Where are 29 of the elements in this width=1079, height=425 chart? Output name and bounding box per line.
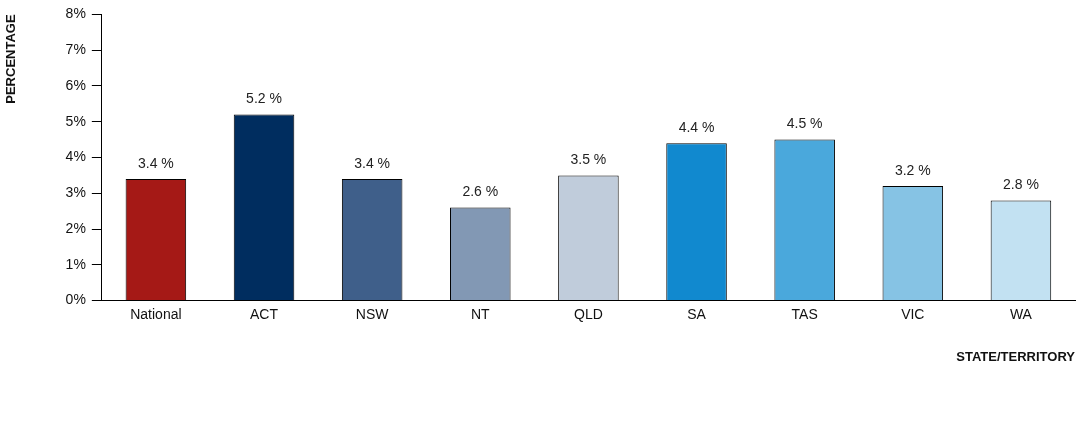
y-tick-label: 4% (65, 148, 86, 165)
x-tick-label: TAS (791, 305, 818, 322)
y-tick-label: 7% (65, 41, 86, 58)
y-tick-label: 5% (65, 112, 86, 129)
x-tick-label: NT (470, 305, 491, 322)
data-label: 3.2 % (894, 161, 931, 178)
data-label: 2.8 % (1003, 176, 1039, 193)
x-tick-label: NSW (355, 305, 390, 322)
y-tick-label: 2% (65, 219, 86, 236)
y-tick-label: 6% (65, 76, 86, 93)
data-label: 5.2 % (246, 90, 282, 107)
x-axis-title: STATE/TERRITORY (956, 348, 1076, 364)
x-tick-label: WA (1009, 305, 1033, 322)
data-label: 4.4 % (678, 119, 715, 136)
data-label: 3.4 % (137, 154, 174, 171)
x-tick-label: SA (687, 305, 707, 322)
y-tick-label: 8% (65, 5, 86, 22)
x-tick-label: VIC (901, 305, 925, 322)
y-tick-label: 0% (65, 291, 86, 308)
y-tick-label: 1% (65, 255, 86, 272)
y-tick-label: 3% (65, 184, 86, 201)
x-tick-label: QLD (574, 305, 603, 322)
y-axis-title: PERCENTAGE (3, 14, 19, 104)
data-label: 4.5 % (786, 115, 823, 132)
x-tick-label: National (130, 305, 182, 322)
data-label: 3.4 % (354, 154, 391, 171)
x-tick-label: ACT (250, 305, 279, 322)
data-label: 3.5 % (570, 151, 607, 168)
data-label: 2.6 % (462, 183, 499, 200)
